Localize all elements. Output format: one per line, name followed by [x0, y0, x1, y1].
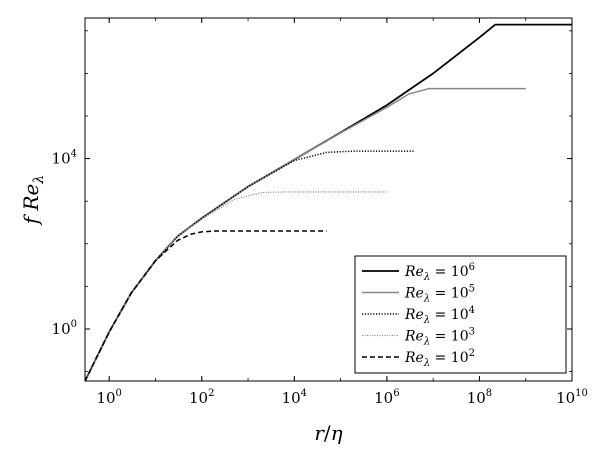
legend-label-main-4: Re — [404, 350, 424, 366]
legend-label-main-0: Re — [404, 264, 424, 280]
x-tick-label-3: 106 — [374, 388, 399, 407]
x-tick-base-0: 10 — [96, 389, 115, 407]
plot-frame — [84, 17, 573, 382]
x-tick-label-1: 102 — [189, 388, 214, 407]
legend-label-eq-2: = 10 — [430, 307, 468, 323]
legend-label-eq-1: = 10 — [430, 286, 468, 302]
legend-label-main-3: Re — [404, 329, 424, 345]
legend-label-exp-1: 5 — [469, 284, 475, 295]
y-axis-label-main: f Re — [19, 184, 43, 227]
legend-label-main-1: Re — [404, 286, 424, 302]
y-axis-label-sub: λ — [31, 175, 47, 185]
x-tick-exp-0: 0 — [116, 388, 122, 399]
legend-label-sub-1: λ — [423, 294, 430, 305]
legend-label-main-2: Re — [404, 307, 424, 323]
legend-label-eq-4: = 10 — [430, 350, 468, 366]
legend-label-eq-0: = 10 — [430, 264, 468, 280]
x-axis-label-denom: η — [331, 421, 343, 445]
legend-label-exp-2: 4 — [469, 305, 475, 316]
legend-label-eq-3: = 10 — [430, 329, 468, 345]
legend-label-sub-3: λ — [423, 337, 430, 348]
legend-label-3: Reλ = 103 — [404, 327, 475, 348]
legend-label-sub-0: λ — [423, 272, 430, 283]
x-tick-exp-2: 4 — [301, 388, 307, 399]
x-tick-exp-1: 2 — [208, 388, 214, 399]
legend-label-2: Reλ = 104 — [404, 305, 475, 326]
y-tick-base-0: 10 — [52, 320, 71, 338]
x-tick-exp-5: 10 — [575, 388, 588, 399]
y-tick-label-0: 100 — [52, 319, 77, 338]
y-tick-label-1: 104 — [52, 149, 77, 168]
y-axis-label: f Reλ — [19, 175, 47, 227]
legend-label-sub-4: λ — [423, 358, 430, 369]
x-tick-label-5: 1010 — [556, 388, 588, 407]
x-tick-base-2: 10 — [282, 389, 301, 407]
legend-label-exp-0: 6 — [469, 262, 475, 273]
x-tick-label-2: 104 — [282, 388, 307, 407]
y-tick-exp-0: 0 — [71, 319, 77, 330]
y-tick-exp-1: 4 — [71, 149, 77, 160]
x-tick-base-3: 10 — [374, 389, 393, 407]
x-tick-exp-4: 8 — [486, 388, 492, 399]
x-tick-label-0: 100 — [96, 388, 121, 407]
legend-label-4: Reλ = 102 — [404, 348, 475, 369]
y-tick-base-1: 10 — [52, 150, 71, 168]
x-tick-base-1: 10 — [189, 389, 208, 407]
series-line-3 — [85, 191, 387, 381]
legend-label-0: Reλ = 106 — [404, 262, 475, 283]
x-tick-base-5: 10 — [556, 389, 575, 407]
series-line-4 — [85, 230, 327, 381]
x-axis-label-main: r — [314, 421, 325, 445]
legend-label-exp-4: 2 — [469, 348, 475, 359]
legend-label-exp-3: 3 — [469, 327, 475, 338]
x-tick-base-4: 10 — [467, 389, 486, 407]
legend-label-sub-2: λ — [423, 315, 430, 326]
x-tick-exp-3: 6 — [393, 388, 399, 399]
legend-label-1: Reλ = 105 — [404, 284, 475, 305]
x-axis-label: r/η — [314, 421, 342, 445]
x-tick-label-4: 108 — [467, 388, 492, 407]
x-axis-label-sep: / — [324, 421, 331, 445]
